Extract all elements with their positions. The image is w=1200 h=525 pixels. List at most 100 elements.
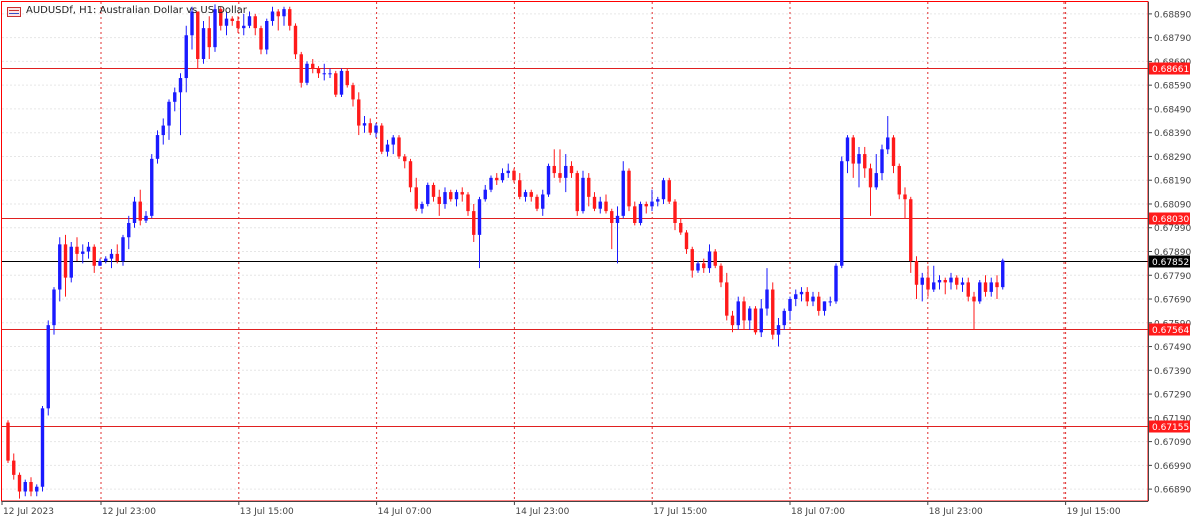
candle-body — [759, 308, 763, 333]
candle-body — [299, 54, 303, 83]
candle-body — [581, 177, 585, 212]
candle-body — [270, 11, 275, 22]
bear-candle — [667, 177, 671, 204]
bear-candle — [575, 170, 579, 216]
bear-candle — [627, 168, 631, 212]
bull-candle — [845, 135, 850, 174]
candle-body — [880, 149, 884, 174]
candle-body — [477, 199, 482, 235]
candle-body — [736, 301, 740, 326]
bull-candle — [322, 63, 326, 81]
bear-candle — [115, 244, 119, 264]
y-tick-label: 0.67190 — [1154, 414, 1191, 424]
bear-candle — [679, 218, 683, 235]
candle-body — [610, 211, 614, 223]
bear-candle — [92, 244, 96, 273]
bull-candle — [247, 11, 252, 29]
bear-candle — [673, 199, 677, 231]
candle-body — [857, 154, 861, 164]
bull-candle — [960, 277, 965, 292]
x-tick-label: 13 Jul 15:00 — [240, 507, 294, 517]
candle-body — [403, 156, 407, 162]
bear-candle — [431, 182, 436, 202]
y-tick-label: 0.68490 — [1154, 105, 1191, 115]
bull-candle — [121, 234, 125, 266]
bear-candle — [449, 189, 453, 202]
bull-candle — [167, 99, 171, 140]
bear-candle — [644, 201, 648, 214]
time-axis[interactable]: 12 Jul 2023 12 Jul 23:00 13 Jul 15:00 14 Ju… — [1, 501, 1200, 517]
candle-body — [115, 253, 119, 262]
candle-body — [518, 180, 522, 197]
candle-body — [541, 194, 545, 209]
candle-body — [92, 246, 96, 266]
bull-candle — [362, 116, 367, 133]
bull-candle — [58, 237, 62, 302]
candle-body — [454, 192, 459, 200]
bull-candle — [949, 272, 953, 290]
bull-candle — [190, 6, 194, 50]
candle-body — [196, 11, 200, 60]
candle-body — [656, 199, 660, 202]
bull-candle — [201, 21, 206, 64]
bear-candle — [713, 249, 717, 269]
candle-body — [926, 277, 930, 290]
candle-body — [12, 460, 16, 475]
bear-candle — [253, 13, 257, 36]
bear-candle — [437, 189, 441, 216]
candle-body — [891, 137, 896, 166]
candle-body — [615, 215, 620, 223]
candle-body — [81, 251, 85, 254]
candle-body — [575, 173, 579, 212]
bull-candle — [857, 146, 861, 188]
bull-candle — [127, 215, 131, 250]
bear-candle — [897, 163, 901, 200]
bull-candle — [282, 6, 286, 26]
bear-candle — [535, 194, 539, 212]
bear-candle — [552, 149, 556, 178]
horizontal-levels[interactable] — [2, 68, 1148, 427]
candle-body — [558, 173, 562, 178]
candle-body — [587, 177, 591, 197]
candle-body — [449, 192, 453, 200]
bear-candle — [403, 154, 407, 169]
candle-body — [282, 9, 286, 17]
candle-body — [529, 192, 533, 197]
bull-candle — [265, 18, 269, 55]
candle-body — [236, 21, 240, 29]
bull-candle — [615, 206, 620, 264]
candles — [6, 4, 1005, 499]
candle-body — [17, 474, 22, 492]
bear-candle — [351, 82, 355, 107]
candle-body — [6, 422, 10, 461]
candle-body — [684, 232, 689, 250]
bear-candle — [914, 256, 919, 300]
bull-candle — [40, 405, 45, 492]
candle-body — [834, 265, 838, 302]
candle-body — [127, 222, 131, 238]
bull-candle — [178, 73, 183, 136]
bull-candle — [598, 196, 602, 214]
bull-candle — [184, 25, 188, 93]
candle-body — [799, 291, 804, 295]
candle-body — [949, 277, 953, 283]
bull-candle — [1001, 258, 1005, 290]
bull-candle — [822, 301, 827, 316]
bear-candle — [587, 173, 591, 207]
candle-body — [604, 201, 608, 212]
candle-body — [219, 9, 223, 26]
candle-body — [58, 244, 62, 290]
y-tick-label: 0.67990 — [1154, 224, 1191, 234]
candle-body — [638, 203, 643, 223]
bear-candle — [868, 163, 873, 216]
bull-candle — [799, 287, 804, 302]
x-tick-label: 18 Jul 23:00 — [929, 507, 983, 517]
chart-window-icon — [7, 7, 21, 17]
candle-body — [489, 177, 493, 190]
bear-candle — [75, 237, 79, 262]
y-tick-label: 0.68090 — [1154, 200, 1191, 210]
candle-body — [322, 73, 326, 75]
bear-candle — [610, 208, 614, 250]
